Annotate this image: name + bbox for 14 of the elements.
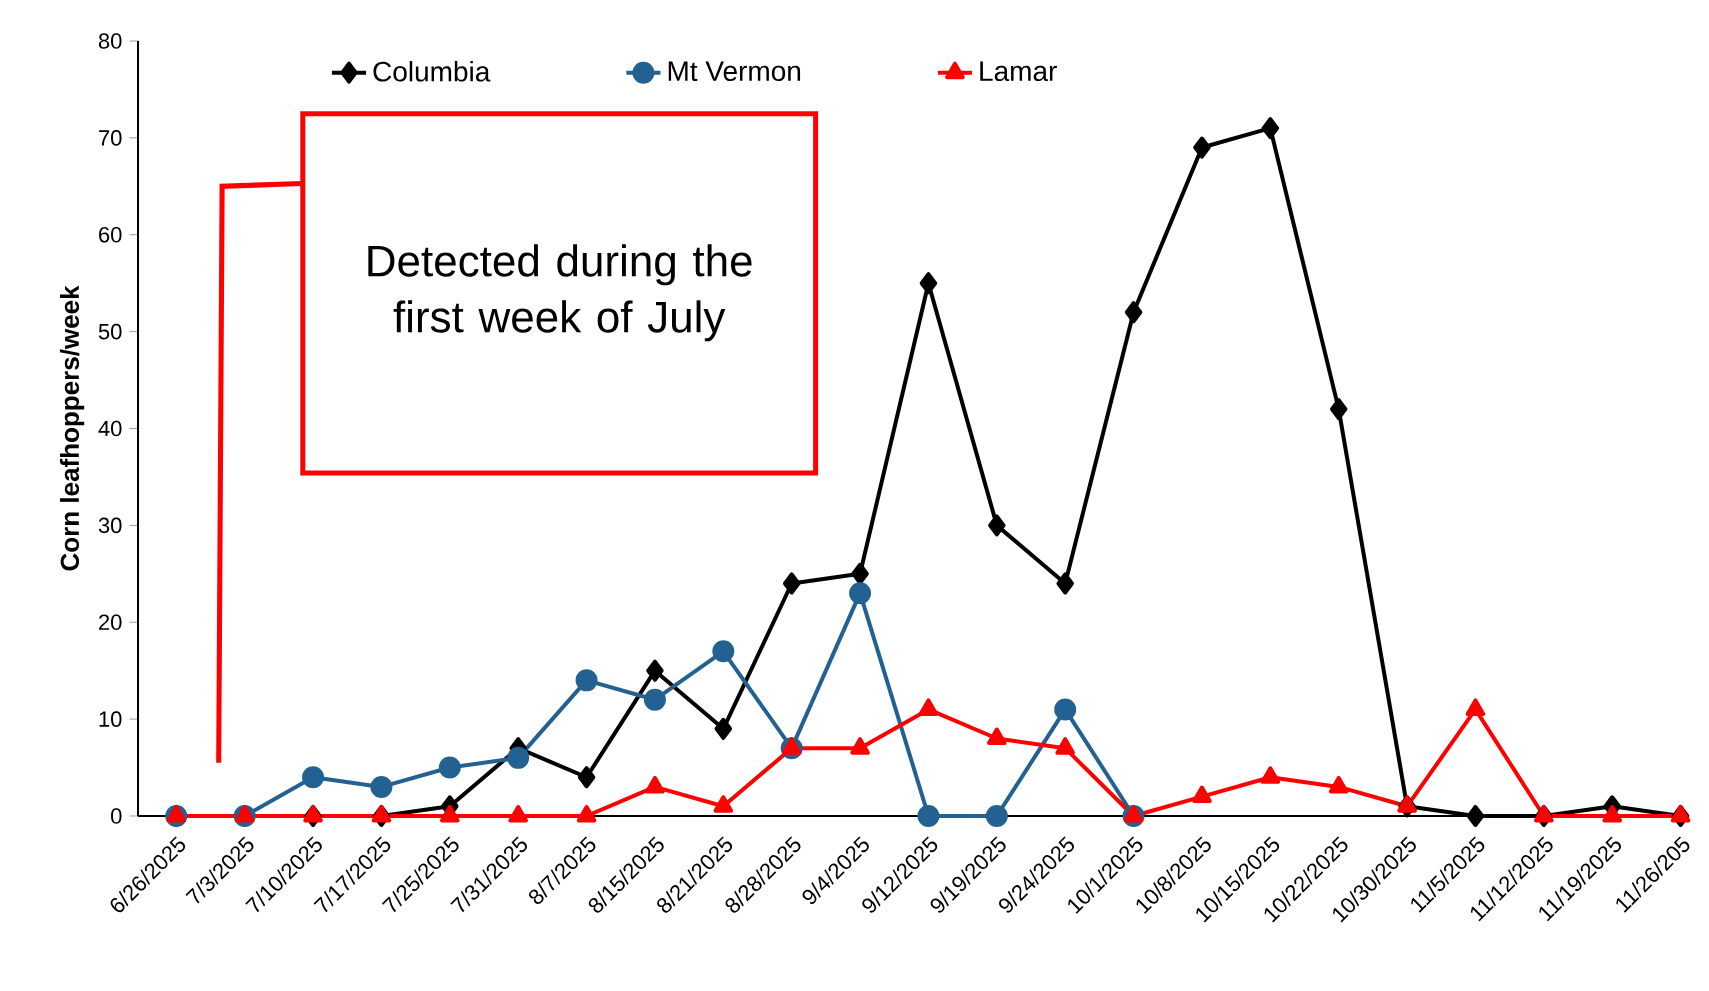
legend-label: Lamar (980, 61, 1057, 82)
legend-label: Mt Vermon (668, 61, 801, 82)
legend-label: Columbia (373, 61, 491, 82)
y-tick-label: 30 (98, 517, 122, 534)
y-tick-label: 70 (99, 130, 122, 146)
y-tick-label: 0 (111, 808, 122, 824)
y-tick-label: 50 (98, 323, 122, 340)
y-tick-label: 10 (99, 711, 122, 727)
y-tick-label: 60 (99, 226, 122, 243)
y-tick-label: 80 (98, 33, 122, 49)
y-tick-label: 40 (98, 420, 122, 437)
y-axis-title: Corn leafhoppers/week (59, 285, 85, 571)
annotation: Detected during the first week of July (368, 244, 752, 342)
y-tick-label: 20 (99, 614, 122, 631)
